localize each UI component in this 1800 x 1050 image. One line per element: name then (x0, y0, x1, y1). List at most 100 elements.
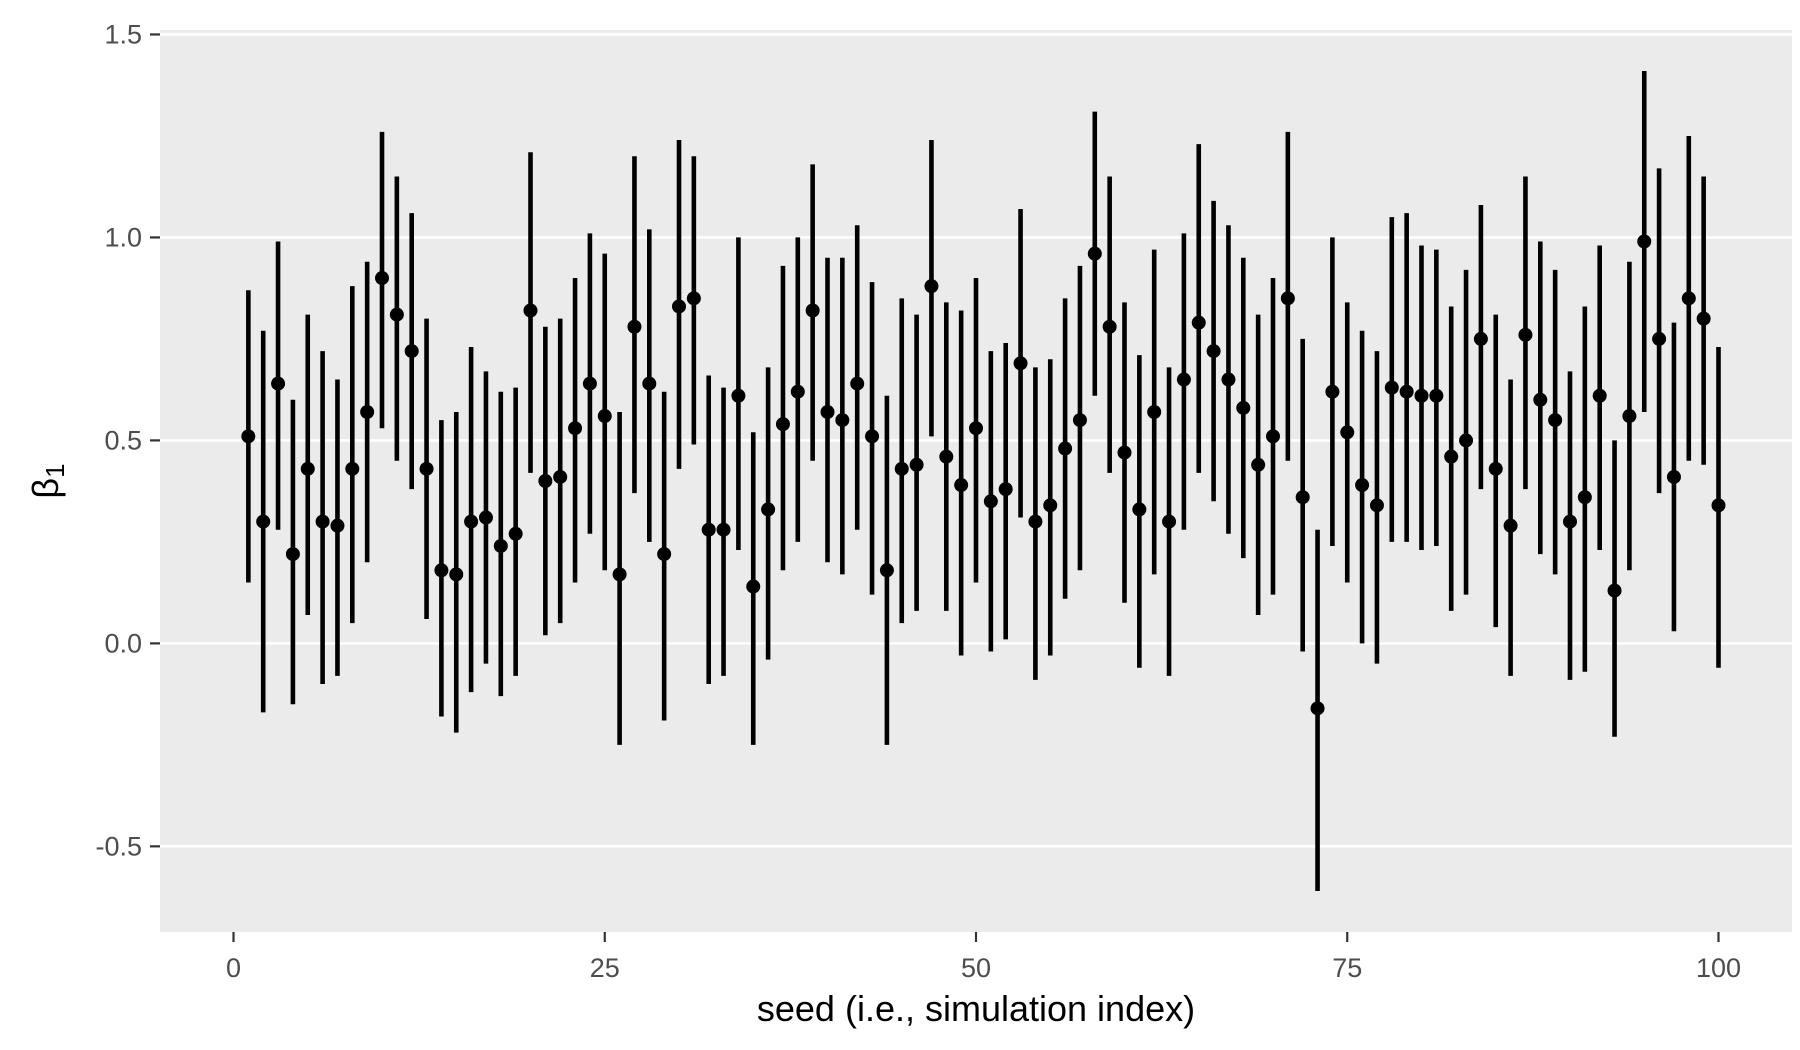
point-estimate (924, 279, 939, 294)
point-estimate (775, 417, 790, 432)
point-estimate (1206, 344, 1221, 359)
point-estimate (672, 299, 687, 314)
y-axis-tick-label: 0.5 (104, 425, 142, 455)
point-estimate (315, 514, 330, 529)
x-axis-tick-label: 100 (1696, 953, 1741, 983)
x-axis-title: seed (i.e., simulation index) (756, 988, 1196, 1029)
point-estimate (449, 567, 464, 582)
point-estimate (1518, 327, 1533, 342)
point-estimate (612, 567, 627, 582)
point-estimate (954, 478, 969, 493)
point-estimate (582, 376, 597, 391)
point-estimate (464, 514, 479, 529)
point-estimate (553, 469, 568, 484)
point-estimate (686, 291, 701, 306)
point-estimate (1236, 400, 1251, 415)
point-estimate (300, 461, 315, 476)
x-axis-tick-label: 75 (1332, 953, 1362, 983)
point-estimate (1265, 429, 1280, 444)
point-estimate (1310, 701, 1325, 716)
point-estimate (1028, 514, 1043, 529)
point-estimate (1637, 234, 1652, 249)
point-estimate (1117, 445, 1132, 460)
point-estimate (404, 344, 419, 359)
point-estimate (805, 303, 820, 318)
y-axis-title-base: β (25, 477, 66, 499)
point-estimate (478, 510, 493, 525)
point-estimate (271, 376, 286, 391)
point-estimate (493, 538, 508, 553)
point-estimate (1176, 372, 1191, 387)
point-estimate (1087, 246, 1102, 261)
point-estimate (434, 563, 449, 578)
point-estimate (642, 376, 657, 391)
point-estimate (1399, 384, 1414, 399)
x-axis-tick-label: 50 (961, 953, 991, 983)
point-estimate (865, 429, 880, 444)
point-estimate (835, 413, 850, 428)
x-axis-tick-label: 25 (590, 953, 620, 983)
point-estimate (241, 429, 256, 444)
point-estimate (1355, 478, 1370, 493)
point-estimate (375, 271, 390, 286)
point-estimate (1072, 413, 1087, 428)
point-estimate (1652, 331, 1667, 346)
point-estimate (330, 518, 345, 533)
point-estimate (508, 526, 523, 541)
point-estimate (701, 522, 716, 537)
point-estimate (1503, 518, 1518, 533)
point-estimate (1711, 498, 1726, 513)
point-estimate (1548, 413, 1563, 428)
point-estimate (657, 547, 672, 562)
y-axis-tick-label: -0.5 (95, 831, 142, 861)
point-estimate (909, 457, 924, 472)
point-estimate (1162, 514, 1177, 529)
point-estimate (1459, 433, 1474, 448)
point-estimate (1147, 404, 1162, 419)
point-estimate (1221, 372, 1236, 387)
point-estimate (568, 421, 583, 436)
point-estimate (1295, 490, 1310, 505)
point-estimate (850, 376, 865, 391)
point-estimate (790, 384, 805, 399)
point-estimate (523, 303, 538, 318)
point-estimate (1340, 425, 1355, 440)
point-estimate (1414, 388, 1429, 403)
point-estimate (285, 547, 300, 562)
point-estimate (879, 563, 894, 578)
point-estimate (1681, 291, 1696, 306)
point-estimate (1607, 583, 1622, 598)
point-estimate (360, 404, 375, 419)
data-layer (241, 71, 1726, 891)
point-estimate (1043, 498, 1058, 513)
y-axis-title-subscript: 1 (41, 463, 70, 478)
point-estimate (820, 404, 835, 419)
point-estimate (746, 579, 761, 594)
point-estimate (716, 522, 731, 537)
point-estimate (1666, 469, 1681, 484)
point-estimate (1280, 291, 1295, 306)
point-estimate (389, 307, 404, 322)
y-axis-tick-label: 1.5 (104, 19, 142, 49)
y-axis-tick-label: 0.0 (104, 628, 142, 658)
point-estimate (1251, 457, 1266, 472)
x-axis-tick-label: 0 (226, 953, 241, 983)
point-estimate (983, 494, 998, 509)
y-axis-title: β1 (25, 463, 70, 499)
point-estimate (345, 461, 360, 476)
point-estimate (1696, 311, 1711, 326)
point-estimate (939, 449, 954, 464)
axes-layer: 0 25 50 75 100 -0.5 0.0 0.5 1.0 1.5 (95, 19, 1741, 983)
point-estimate (969, 421, 983, 436)
point-estimate (998, 482, 1013, 497)
point-estimate (1488, 461, 1503, 476)
point-estimate (538, 474, 553, 488)
point-estimate (1533, 392, 1548, 407)
point-estimate (1058, 441, 1073, 456)
point-estimate (731, 388, 746, 403)
point-estimate (597, 409, 612, 424)
point-estimate (1369, 498, 1384, 513)
point-estimate (1013, 356, 1028, 371)
point-estimate (1384, 380, 1399, 395)
